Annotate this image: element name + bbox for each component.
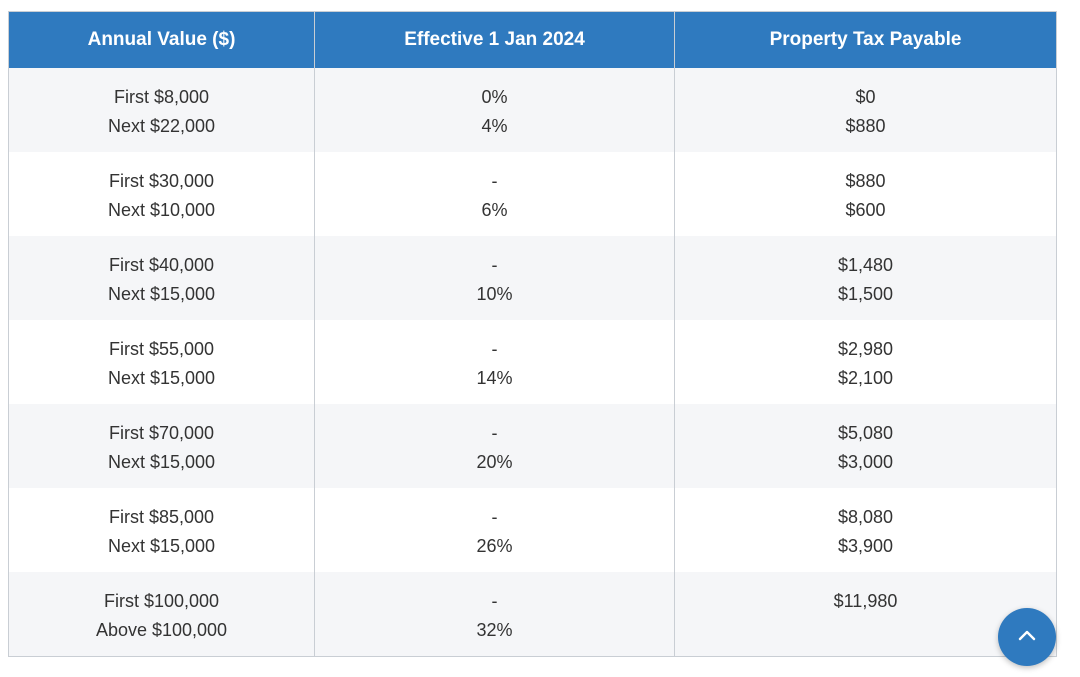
tax-payable-line: $3,000 xyxy=(837,451,894,472)
tax-payable-line: $5,080 xyxy=(837,423,894,443)
tax-payable-line: $2,100 xyxy=(837,367,894,388)
annual-value-line: Next $15,000 xyxy=(107,367,216,388)
tax-payable-line: $1,480 xyxy=(837,255,894,275)
rate-cell: - 10% xyxy=(314,236,675,320)
rate-cell: - 6% xyxy=(314,152,675,236)
annual-value-cell: First $85,000 Next $15,000 xyxy=(8,488,315,572)
annual-value-line: Above $100,000 xyxy=(95,619,228,640)
tax-rate-table-container: Annual Value ($) Effective 1 Jan 2024 Pr… xyxy=(8,11,1057,657)
rate-cell: 0% 4% xyxy=(314,68,675,152)
rate-cell: - 14% xyxy=(314,320,675,404)
rate-line: - xyxy=(491,339,498,359)
rate-line: - xyxy=(491,507,498,527)
annual-value-cell: First $30,000 Next $10,000 xyxy=(8,152,315,236)
annual-value-line: First $70,000 xyxy=(108,423,215,443)
rate-line: 14% xyxy=(476,367,513,388)
table-row: First $55,000 Next $15,000 - 14% $2,980 … xyxy=(8,320,1057,404)
annual-value-cell: First $40,000 Next $15,000 xyxy=(8,236,315,320)
annual-value-line: Next $10,000 xyxy=(107,199,216,220)
annual-value-line: First $100,000 xyxy=(103,591,220,611)
rate-line: 26% xyxy=(476,535,513,556)
table-row: First $40,000 Next $15,000 - 10% $1,480 … xyxy=(8,236,1057,320)
tax-payable-cell: $11,980 xyxy=(674,572,1057,657)
rate-line: 32% xyxy=(476,619,513,640)
rate-line: - xyxy=(491,171,498,191)
tax-payable-line: $1,500 xyxy=(837,283,894,304)
tax-payable-cell: $5,080 $3,000 xyxy=(674,404,1057,488)
annual-value-line: First $85,000 xyxy=(108,507,215,527)
tax-payable-line: $880 xyxy=(845,115,886,136)
rate-cell: - 20% xyxy=(314,404,675,488)
table-row: First $85,000 Next $15,000 - 26% $8,080 … xyxy=(8,488,1057,572)
scroll-to-top-button[interactable] xyxy=(998,608,1056,666)
property-tax-table: Annual Value ($) Effective 1 Jan 2024 Pr… xyxy=(8,11,1057,657)
rate-line: 10% xyxy=(476,283,513,304)
rate-cell: - 26% xyxy=(314,488,675,572)
rate-line: - xyxy=(491,591,498,611)
annual-value-line: First $55,000 xyxy=(108,339,215,359)
tax-payable-line: $0 xyxy=(855,87,876,107)
annual-value-cell: First $70,000 Next $15,000 xyxy=(8,404,315,488)
table-row: First $30,000 Next $10,000 - 6% $880 $60… xyxy=(8,152,1057,236)
table-row: First $100,000 Above $100,000 - 32% $11,… xyxy=(8,572,1057,657)
tax-payable-cell: $1,480 $1,500 xyxy=(674,236,1057,320)
tax-payable-line: $8,080 xyxy=(837,507,894,527)
annual-value-line: First $30,000 xyxy=(108,171,215,191)
table-body: First $8,000 Next $22,000 0% 4% $0 $880 … xyxy=(8,68,1057,657)
tax-payable-line: $2,980 xyxy=(837,339,894,359)
header-row: Annual Value ($) Effective 1 Jan 2024 Pr… xyxy=(8,11,1057,68)
annual-value-cell: First $8,000 Next $22,000 xyxy=(8,68,315,152)
header-annual-value: Annual Value ($) xyxy=(8,11,315,68)
rate-line: - xyxy=(491,423,498,443)
annual-value-line: First $8,000 xyxy=(113,87,210,107)
rate-cell: - 32% xyxy=(314,572,675,657)
rate-line: - xyxy=(491,255,498,275)
table-row: First $70,000 Next $15,000 - 20% $5,080 … xyxy=(8,404,1057,488)
header-effective-date: Effective 1 Jan 2024 xyxy=(314,11,675,68)
header-property-tax-payable: Property Tax Payable xyxy=(674,11,1057,68)
tax-payable-line: $11,980 xyxy=(833,591,898,611)
annual-value-cell: First $100,000 Above $100,000 xyxy=(8,572,315,657)
rate-line: 4% xyxy=(481,115,508,136)
tax-payable-cell: $2,980 $2,100 xyxy=(674,320,1057,404)
table-header: Annual Value ($) Effective 1 Jan 2024 Pr… xyxy=(8,11,1057,68)
annual-value-line: First $40,000 xyxy=(108,255,215,275)
chevron-up-icon xyxy=(1016,624,1038,651)
annual-value-line: Next $15,000 xyxy=(107,283,216,304)
tax-payable-line: $600 xyxy=(845,199,886,220)
rate-line: 6% xyxy=(481,199,508,220)
tax-payable-line: $880 xyxy=(845,171,886,191)
annual-value-line: Next $22,000 xyxy=(107,115,216,136)
annual-value-line: Next $15,000 xyxy=(107,451,216,472)
rate-line: 20% xyxy=(476,451,513,472)
tax-payable-cell: $8,080 $3,900 xyxy=(674,488,1057,572)
tax-payable-cell: $0 $880 xyxy=(674,68,1057,152)
annual-value-line: Next $15,000 xyxy=(107,535,216,556)
annual-value-cell: First $55,000 Next $15,000 xyxy=(8,320,315,404)
rate-line: 0% xyxy=(481,87,508,107)
table-row: First $8,000 Next $22,000 0% 4% $0 $880 xyxy=(8,68,1057,152)
tax-payable-line: $3,900 xyxy=(837,535,894,556)
tax-payable-cell: $880 $600 xyxy=(674,152,1057,236)
